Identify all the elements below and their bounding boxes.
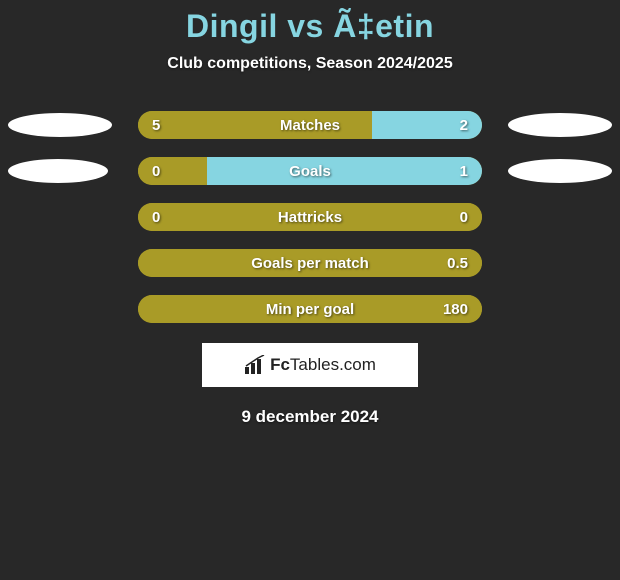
- metric-value-right: 1: [460, 157, 468, 185]
- metric-bar: 180Min per goal: [138, 295, 482, 323]
- metric-bar-left: [138, 111, 372, 139]
- title-player-left: Dingil: [186, 8, 278, 44]
- metric-value-left: 0: [152, 203, 160, 231]
- brand-logo: FcTables.com: [202, 343, 418, 387]
- footer-date: 9 december 2024: [0, 407, 620, 427]
- metric-row: 180Min per goal: [0, 295, 620, 323]
- player-avatar-left: [8, 113, 112, 137]
- metric-value-right: 0.5: [447, 249, 468, 277]
- metric-bar: 0.5Goals per match: [138, 249, 482, 277]
- metric-bar-right: [207, 157, 482, 185]
- brand-logo-bold: Fc: [270, 355, 290, 374]
- metric-bar: 52Matches: [138, 111, 482, 139]
- metric-bar-left: [138, 249, 482, 277]
- metric-bar: 00Hattricks: [138, 203, 482, 231]
- page-root: Dingil vs Ã‡etin Club competitions, Seas…: [0, 0, 620, 580]
- title-vs: vs: [287, 8, 324, 44]
- brand-logo-text: FcTables.com: [270, 355, 376, 375]
- player-avatar-right: [508, 159, 612, 183]
- title-player-right: Ã‡etin: [333, 8, 434, 44]
- brand-logo-rest: Tables.com: [290, 355, 376, 374]
- bars-icon: [244, 355, 266, 375]
- metric-row: 00Hattricks: [0, 203, 620, 231]
- metric-row: 52Matches: [0, 111, 620, 139]
- player-avatar-left: [8, 159, 108, 183]
- metric-bar: 01Goals: [138, 157, 482, 185]
- metric-value-left: 5: [152, 111, 160, 139]
- metric-bar-left: [138, 203, 482, 231]
- page-title: Dingil vs Ã‡etin: [0, 0, 620, 45]
- metric-row: 0.5Goals per match: [0, 249, 620, 277]
- metric-value-right: 0: [460, 203, 468, 231]
- metric-value-right: 2: [460, 111, 468, 139]
- player-avatar-right: [508, 113, 612, 137]
- metric-value-left: 0: [152, 157, 160, 185]
- page-subtitle: Club competitions, Season 2024/2025: [0, 55, 620, 73]
- metric-value-right: 180: [443, 295, 468, 323]
- metric-bar-left: [138, 157, 207, 185]
- metric-rows: 52Matches01Goals00Hattricks0.5Goals per …: [0, 111, 620, 323]
- metric-row: 01Goals: [0, 157, 620, 185]
- metric-bar-left: [138, 295, 482, 323]
